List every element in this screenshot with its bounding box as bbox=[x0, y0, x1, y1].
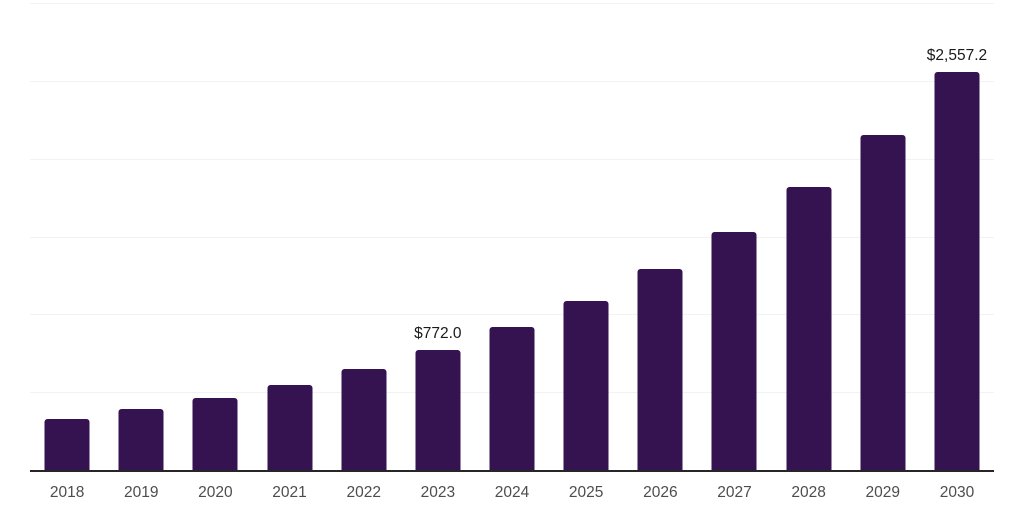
x-tick-label-2026: 2026 bbox=[643, 484, 678, 501]
bar-2025 bbox=[563, 300, 609, 470]
x-tick-label-2027: 2027 bbox=[717, 484, 752, 501]
band-2022 bbox=[327, 0, 401, 470]
bar-2020 bbox=[192, 398, 238, 470]
band-2028 bbox=[772, 0, 846, 470]
bar-2027 bbox=[711, 231, 757, 470]
bar-2024 bbox=[489, 327, 535, 470]
band-2030: $2,557.2 bbox=[920, 0, 994, 470]
x-tick-label-2024: 2024 bbox=[494, 484, 530, 501]
x-tick-label-2021: 2021 bbox=[272, 484, 307, 501]
bar-2030 bbox=[934, 71, 980, 470]
bar-2021 bbox=[267, 384, 313, 470]
bar-2029 bbox=[860, 134, 906, 470]
x-tick-label-2022: 2022 bbox=[346, 484, 381, 501]
band-2021 bbox=[252, 0, 326, 470]
gridline-1500 bbox=[30, 236, 994, 238]
plot-area: $772.0 $2,557.2 bbox=[30, 0, 994, 470]
band-2026 bbox=[623, 0, 697, 470]
bar-2028 bbox=[786, 187, 832, 470]
gridline-3000 bbox=[30, 3, 994, 4]
band-2019 bbox=[104, 0, 178, 470]
gridline-2500 bbox=[30, 80, 994, 82]
bar-value-label-2023: $772.0 bbox=[414, 324, 462, 342]
bar-2018 bbox=[44, 418, 90, 470]
x-axis-labels: 2018 2019 2020 2021 2022 2023 2024 2025 2026 2027… bbox=[30, 483, 994, 503]
gridline-2000 bbox=[30, 158, 994, 160]
x-tick-label-2028: 2028 bbox=[791, 484, 826, 501]
band-2023: $772.0 bbox=[401, 0, 475, 470]
x-tick-label-2018: 2018 bbox=[49, 484, 85, 501]
band-2018 bbox=[30, 0, 104, 470]
x-axis-line bbox=[30, 470, 994, 472]
bar-2022 bbox=[341, 368, 387, 470]
bar-2023 bbox=[415, 349, 461, 470]
band-2027 bbox=[697, 0, 771, 470]
band-2029 bbox=[846, 0, 920, 470]
x-tick-label-2029: 2029 bbox=[865, 484, 901, 501]
x-tick-label-2019: 2019 bbox=[123, 484, 159, 501]
x-tick-label-2025: 2025 bbox=[568, 484, 604, 501]
band-2024 bbox=[475, 0, 549, 470]
x-tick-label-2023: 2023 bbox=[420, 484, 456, 501]
bar-2026 bbox=[637, 269, 683, 470]
bar-2019 bbox=[118, 409, 164, 470]
bar-value-label-2030: $2,557.2 bbox=[926, 46, 988, 64]
x-tick-label-2020: 2020 bbox=[198, 484, 233, 501]
band-2020 bbox=[178, 0, 252, 470]
band-2025 bbox=[549, 0, 623, 470]
x-tick-label-2030: 2030 bbox=[939, 484, 975, 501]
gridline-1000 bbox=[30, 314, 994, 316]
